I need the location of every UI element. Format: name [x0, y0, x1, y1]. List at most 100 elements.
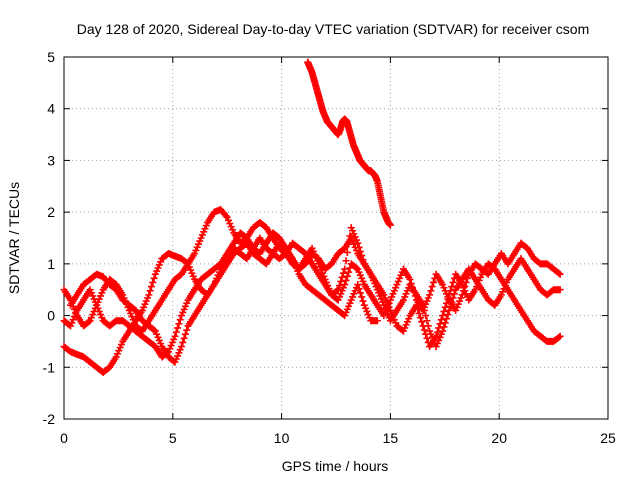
plus-marker — [443, 299, 451, 307]
series-track-d — [67, 239, 381, 366]
plus-marker — [441, 303, 449, 311]
plus-marker — [422, 312, 430, 320]
plus-marker — [149, 278, 157, 286]
plus-marker — [420, 326, 428, 334]
plus-marker — [386, 221, 394, 229]
x-tick-label: 25 — [600, 430, 616, 446]
plus-marker — [343, 248, 351, 256]
plus-marker — [448, 283, 456, 291]
plus-marker — [420, 306, 428, 314]
x-axis-ticks: 0 5 10 15 20 25 — [60, 57, 616, 446]
plus-marker — [145, 291, 153, 299]
plus-marker — [150, 326, 158, 334]
plus-marker — [352, 264, 360, 272]
plus-marker — [339, 269, 347, 277]
plus-marker — [342, 276, 350, 284]
plus-marker — [441, 319, 449, 327]
plus-marker — [440, 307, 448, 315]
plus-marker — [426, 291, 434, 299]
plus-marker — [183, 326, 191, 334]
plus-marker — [433, 328, 441, 336]
plus-marker — [418, 318, 426, 326]
plus-marker — [415, 310, 423, 318]
plus-marker — [356, 289, 364, 297]
plus-marker — [338, 273, 346, 281]
plus-marker — [419, 301, 427, 309]
plus-marker — [440, 323, 448, 331]
plus-marker — [444, 295, 452, 303]
x-axis-label: GPS time / hours — [282, 458, 389, 474]
plus-marker — [423, 317, 431, 325]
y-tick-label: 5 — [47, 49, 55, 65]
y-axis-ticks: -2 -1 0 1 2 3 4 5 — [43, 49, 608, 427]
plus-marker — [445, 291, 453, 299]
plus-marker — [341, 265, 349, 273]
plus-marker — [556, 332, 564, 340]
plus-marker — [172, 328, 180, 336]
plus-marker — [444, 311, 452, 319]
plus-marker — [180, 334, 188, 342]
plus-marker — [176, 316, 184, 324]
plus-marker — [359, 297, 367, 305]
plus-marker — [354, 239, 362, 247]
plus-marker — [335, 282, 343, 290]
x-tick-label: 10 — [274, 430, 290, 446]
plus-marker — [448, 298, 456, 306]
plus-marker — [436, 320, 444, 328]
plus-marker — [445, 306, 453, 314]
plus-marker — [341, 281, 349, 289]
plus-marker — [556, 270, 564, 278]
plus-marker — [450, 290, 458, 298]
plus-marker — [174, 324, 182, 332]
plus-marker — [428, 283, 436, 291]
plus-marker — [439, 312, 447, 320]
chart-title: Day 128 of 2020, Sidereal Day-to-day VTE… — [77, 21, 590, 37]
y-tick-label: -2 — [43, 411, 56, 427]
plus-marker — [458, 291, 466, 299]
x-tick-label: 0 — [60, 430, 68, 446]
plus-marker — [342, 257, 350, 265]
x-tick-label: 20 — [491, 430, 507, 446]
plus-marker — [437, 316, 445, 324]
plus-marker — [556, 286, 564, 294]
plus-marker — [449, 294, 457, 302]
plus-marker — [443, 315, 451, 323]
plus-marker — [147, 283, 155, 291]
plus-marker — [85, 318, 93, 326]
plus-marker — [175, 320, 183, 328]
x-tick-label: 5 — [169, 430, 177, 446]
plus-marker — [178, 343, 186, 351]
y-tick-label: 1 — [47, 256, 55, 272]
plus-marker — [432, 332, 440, 340]
plus-marker — [337, 277, 345, 285]
plus-marker — [355, 285, 363, 293]
plus-marker — [416, 314, 424, 322]
plus-marker — [146, 287, 154, 295]
y-tick-label: -1 — [43, 359, 56, 375]
y-axis-label: SDTVAR / TECUs — [6, 182, 22, 294]
plus-marker — [354, 281, 362, 289]
plus-marker — [171, 332, 179, 340]
plus-marker — [183, 259, 191, 267]
plus-marker — [150, 274, 158, 282]
plus-marker — [179, 338, 187, 346]
plus-marker — [435, 324, 443, 332]
plus-marker — [446, 287, 454, 295]
plus-marker — [358, 293, 366, 301]
plus-marker — [427, 287, 435, 295]
y-tick-label: 0 — [47, 308, 55, 324]
plus-marker — [345, 268, 353, 276]
plus-marker — [333, 287, 341, 295]
series-track-b — [60, 224, 564, 376]
y-tick-label: 2 — [47, 204, 55, 220]
plus-marker — [449, 278, 457, 286]
plus-marker — [414, 305, 422, 313]
series-track-e — [304, 58, 394, 229]
plus-marker — [439, 327, 447, 335]
plus-marker — [181, 330, 189, 338]
series-track-c — [60, 229, 564, 361]
y-tick-label: 3 — [47, 152, 55, 168]
y-tick-label: 4 — [47, 101, 55, 117]
grid-lines — [64, 57, 608, 419]
plus-marker — [555, 333, 563, 341]
